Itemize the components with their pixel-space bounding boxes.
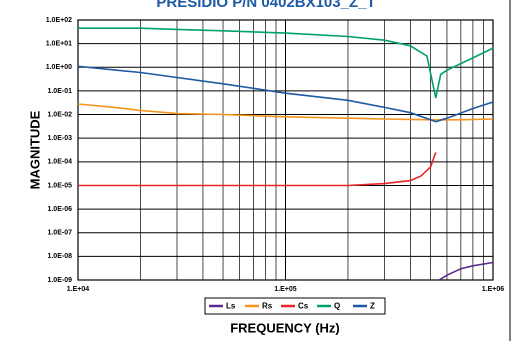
legend-label: Cs (298, 302, 309, 311)
y-tick-label: 1.0E+00 (46, 64, 72, 71)
y-tick-label: 1.0E+01 (46, 40, 72, 47)
series-line (78, 152, 437, 187)
legend-label: Ls (226, 302, 236, 311)
legend-label: Z (370, 302, 375, 311)
y-axis-label: MAGNITUDE (27, 110, 42, 189)
x-tick-label: 1.E+05 (274, 286, 296, 293)
y-tick-label: 1.0E-06 (47, 206, 72, 213)
y-tick-label: 1.0E-08 (47, 253, 72, 260)
series-line (438, 261, 494, 281)
y-tick-label: 1.0E+02 (46, 17, 72, 24)
y-tick-label: 1.0E-05 (47, 182, 72, 189)
x-tick-label: 1.E+04 (67, 286, 89, 293)
legend-label: Q (334, 302, 340, 311)
legend-label: Rs (262, 302, 273, 311)
y-tick-label: 1.0E-03 (47, 135, 72, 142)
y-tick-label: 1.0E-02 (47, 111, 72, 118)
y-tick-label: 1.0E-04 (47, 159, 72, 166)
x-tick-label: 1.E+06 (482, 286, 504, 293)
y-tick-label: 1.0E-07 (47, 230, 72, 237)
series-line (77, 65, 494, 123)
chart-title: PRESIDIO P/N 0402BX103_Z_T (156, 0, 375, 11)
y-tick-label: 1.0E-09 (47, 277, 72, 284)
x-axis-label: FREQUENCY (Hz) (230, 320, 340, 335)
y-tick-label: 1.0E-01 (47, 88, 72, 95)
plot-frame (77, 19, 494, 281)
series-line (78, 27, 494, 99)
